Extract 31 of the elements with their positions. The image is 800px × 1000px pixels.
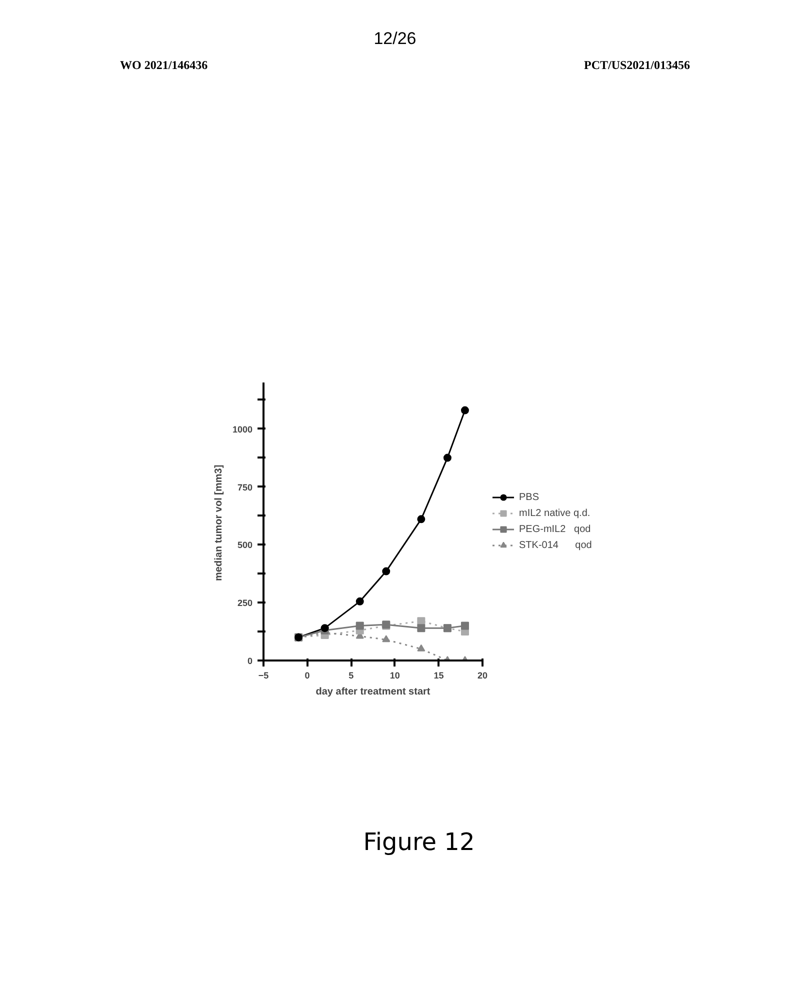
x-tick-label: 20 [477, 670, 488, 680]
caption: Figure 12 [362, 827, 476, 858]
legend-label: PEG-mIL2 qod [519, 522, 591, 536]
x-tick-label: 0 [304, 670, 310, 680]
point [417, 644, 426, 652]
x-tick-label: 10 [390, 670, 400, 680]
y-tick-label: 250 [237, 598, 253, 608]
point [382, 635, 390, 642]
legend-label: mIL2 native q.d. [519, 506, 590, 520]
x-axis-title: day after treatment start [316, 686, 431, 698]
point [382, 567, 390, 576]
y-tick-label: 0 [247, 656, 253, 666]
point [460, 406, 469, 414]
point [356, 597, 364, 606]
x-tick-label: 5 [348, 670, 354, 680]
y-tick-label: 750 [237, 482, 253, 492]
x-tick-label: 15 [434, 670, 444, 680]
legend-label: STK-014 qod [519, 538, 592, 552]
point [356, 622, 364, 630]
point [417, 515, 426, 524]
text: PCT/US2021/013456 [584, 57, 690, 74]
y-tick-label: 500 [237, 540, 253, 550]
point [460, 622, 469, 630]
x-tick-label: −5 [258, 670, 269, 680]
point [417, 624, 426, 632]
text: 12/26 [372, 28, 418, 50]
point [443, 454, 452, 462]
text: WO 2021/146436 [120, 58, 208, 72]
legend-label: PBS [519, 490, 540, 504]
y-axis-title: median tumor vol [mm3] [213, 464, 224, 581]
y-tick-label: 1000 [232, 424, 253, 434]
